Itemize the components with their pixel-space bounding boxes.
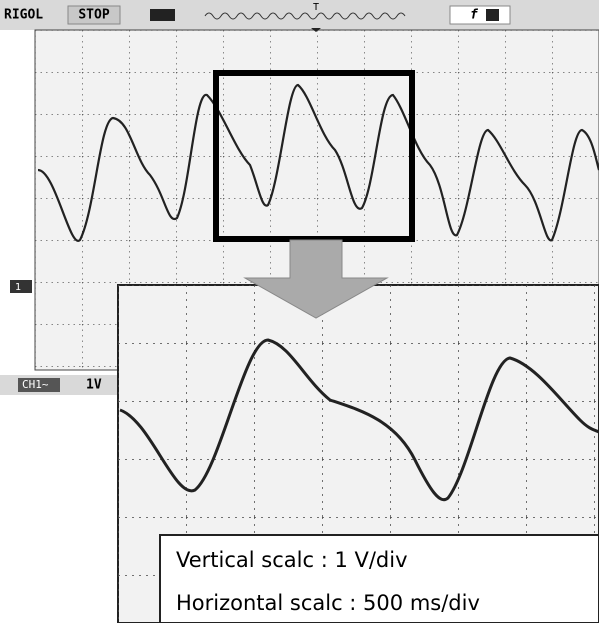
- page: RIGOL STOP T f 1 CH1~ 1V Vertical scalc …: [0, 0, 599, 623]
- vertical-scale: Vertical scalc : 1 V/div: [176, 548, 408, 572]
- horizontal-scale: Horizontal scalc : 500 ms/div: [176, 591, 480, 615]
- trigger-box: [450, 6, 510, 24]
- figure: RIGOL STOP T f 1 CH1~ 1V Vertical scalc …: [0, 0, 599, 623]
- trigger-marker: T: [313, 2, 319, 13]
- run-state: STOP: [78, 8, 109, 23]
- channel-label: CH1~: [22, 378, 49, 391]
- trigger-edge: f: [470, 8, 479, 23]
- brand: RIGOL: [4, 8, 43, 23]
- volts-label: 1V: [86, 378, 102, 393]
- channel-icon: [486, 9, 499, 21]
- channel-marker: 1: [15, 282, 21, 293]
- memory-icon: [150, 9, 175, 21]
